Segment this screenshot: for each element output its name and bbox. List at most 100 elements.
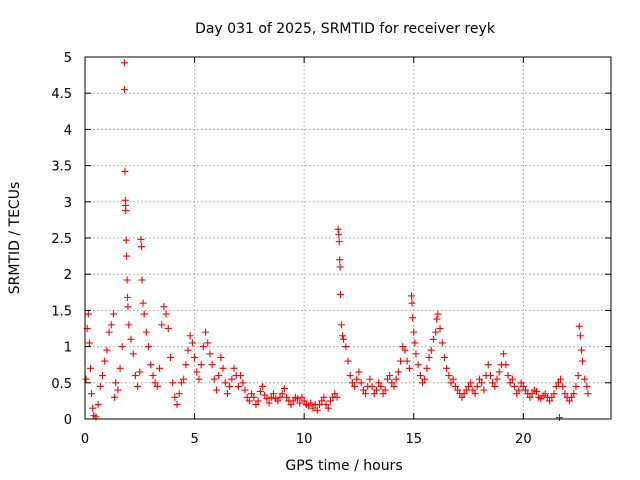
data-point <box>532 387 540 395</box>
data-point <box>166 353 174 361</box>
data-point <box>223 390 231 398</box>
data-point <box>335 230 343 238</box>
data-point <box>427 346 435 354</box>
y-tick-label: 3 <box>64 196 72 211</box>
data-point <box>583 382 591 390</box>
data-point <box>554 379 562 387</box>
data-point <box>410 328 418 336</box>
data-point <box>171 393 179 401</box>
data-point <box>283 393 291 401</box>
data-point <box>313 406 321 414</box>
data-point <box>226 382 234 390</box>
data-point <box>572 382 580 390</box>
data-point <box>394 368 402 376</box>
data-point <box>103 346 111 354</box>
data-point <box>147 361 155 369</box>
y-tick-label: 4 <box>64 123 72 138</box>
data-point <box>462 386 470 394</box>
data-point <box>153 382 161 390</box>
data-point <box>584 390 592 398</box>
y-tick-label: 1.5 <box>51 304 72 319</box>
data-point <box>261 391 269 399</box>
data-point <box>309 404 317 412</box>
data-point <box>175 390 183 398</box>
data-point <box>357 379 365 387</box>
data-point <box>316 401 324 409</box>
data-point <box>118 343 126 351</box>
data-point <box>151 379 159 387</box>
data-point <box>149 372 157 380</box>
data-point <box>508 375 516 383</box>
x-tick-label: 0 <box>81 432 89 447</box>
data-point <box>541 390 549 398</box>
data-point <box>502 361 510 369</box>
data-point <box>397 357 405 365</box>
data-point <box>96 382 104 390</box>
data-point <box>195 375 203 383</box>
data-point <box>528 390 536 398</box>
data-point <box>164 325 172 332</box>
data-point <box>206 350 214 358</box>
data-point <box>337 321 345 329</box>
data-point <box>493 375 501 383</box>
data-point <box>372 386 380 394</box>
data-points <box>82 59 592 422</box>
data-point <box>421 375 429 383</box>
data-point <box>248 390 256 398</box>
data-point <box>112 379 120 387</box>
data-point <box>489 379 497 387</box>
data-point <box>324 404 332 412</box>
data-point <box>561 390 569 398</box>
data-point <box>559 382 567 390</box>
data-point <box>504 372 512 380</box>
data-point <box>85 339 93 347</box>
data-point <box>138 276 146 284</box>
data-point <box>138 243 146 251</box>
y-tick-label: 2 <box>64 268 72 283</box>
data-point <box>320 393 328 401</box>
data-point <box>243 393 251 401</box>
data-point <box>82 375 90 383</box>
data-point <box>84 310 92 318</box>
y-tick-label: 2.5 <box>51 232 72 247</box>
data-point <box>438 339 446 347</box>
y-tick-label: 5 <box>64 51 72 66</box>
data-point <box>127 335 135 343</box>
data-point <box>473 382 481 390</box>
data-point <box>555 414 563 422</box>
data-point <box>344 357 352 365</box>
data-point <box>250 393 258 401</box>
data-point <box>215 372 223 380</box>
data-point <box>322 401 330 409</box>
data-point <box>568 393 576 401</box>
data-point <box>337 290 345 298</box>
data-point <box>447 379 455 387</box>
data-point <box>197 361 205 369</box>
data-point <box>429 335 437 343</box>
data-point <box>202 328 210 336</box>
data-point <box>331 390 339 398</box>
data-point <box>107 321 115 329</box>
data-point <box>182 361 190 369</box>
data-point <box>478 379 486 387</box>
data-point <box>375 379 383 387</box>
data-point <box>239 379 247 387</box>
data-point <box>342 343 350 351</box>
data-point <box>576 332 584 340</box>
data-point <box>287 401 295 409</box>
data-point <box>386 372 394 380</box>
data-point <box>125 321 133 329</box>
data-point <box>467 379 475 387</box>
data-point <box>403 357 411 365</box>
data-point <box>548 393 556 401</box>
data-point <box>263 395 271 403</box>
data-point <box>289 397 297 405</box>
data-point <box>276 393 284 401</box>
data-point <box>411 339 419 347</box>
x-tick-label: 5 <box>190 432 198 447</box>
data-point <box>500 350 508 358</box>
data-point <box>515 386 523 394</box>
data-point <box>269 390 277 398</box>
data-point <box>219 364 227 372</box>
